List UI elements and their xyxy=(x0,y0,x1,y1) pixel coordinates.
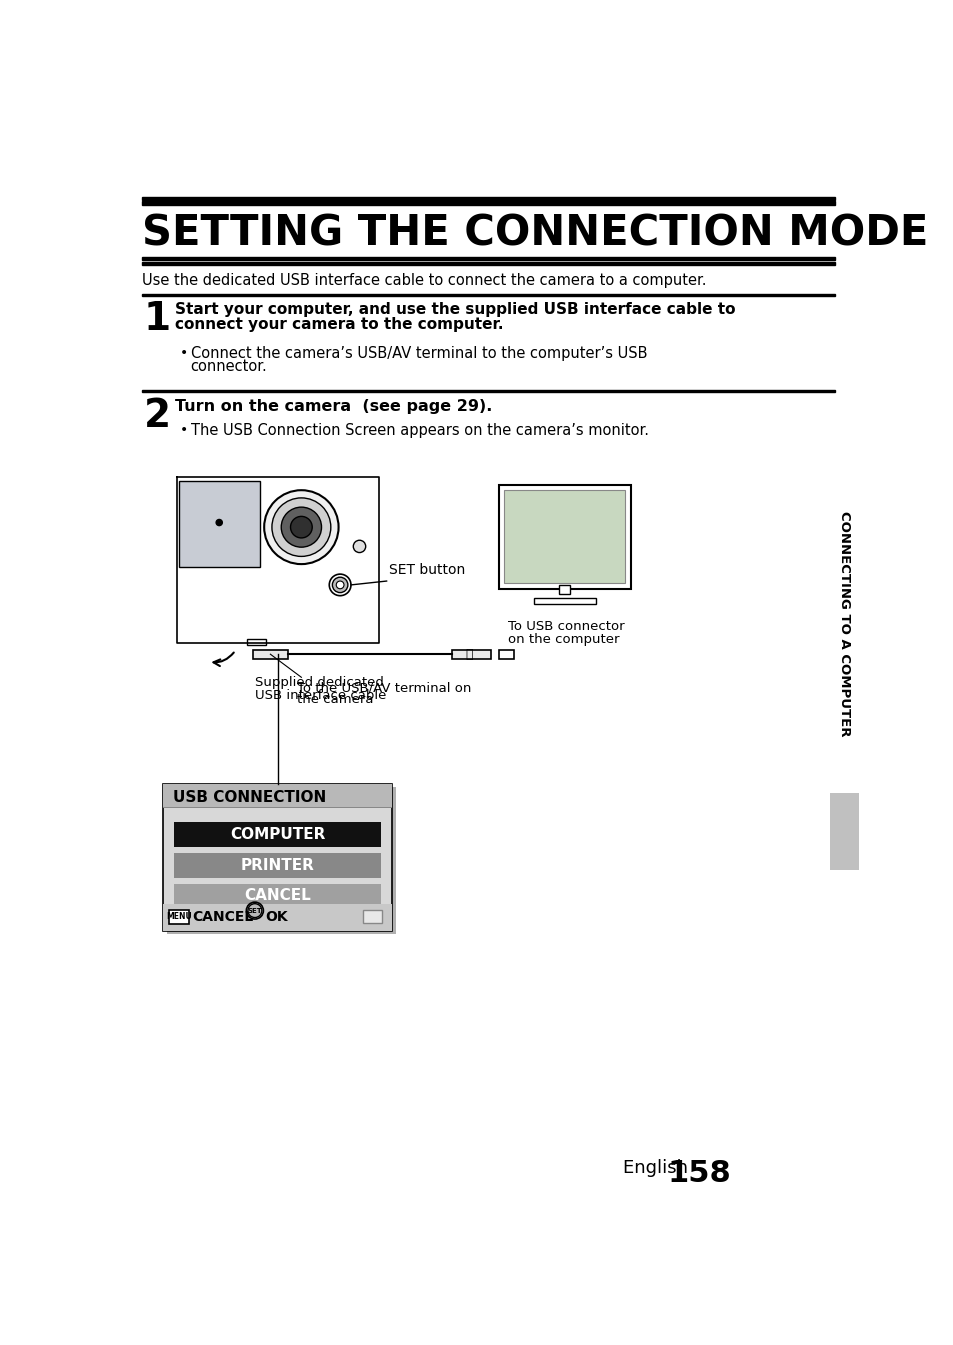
FancyBboxPatch shape xyxy=(498,484,630,589)
Circle shape xyxy=(272,498,331,557)
Text: ␄: ␄ xyxy=(465,648,473,660)
Text: MENU: MENU xyxy=(166,912,192,921)
Circle shape xyxy=(248,904,261,917)
Bar xyxy=(169,909,189,924)
Bar xyxy=(142,196,835,200)
Bar xyxy=(253,650,288,659)
Text: To the USB/AV terminal on: To the USB/AV terminal on xyxy=(297,681,472,694)
Circle shape xyxy=(246,902,263,919)
Text: SETTING THE CONNECTION MODE: SETTING THE CONNECTION MODE xyxy=(142,213,928,256)
Bar xyxy=(452,650,491,659)
FancyArrowPatch shape xyxy=(213,652,233,666)
Text: 158: 158 xyxy=(667,1158,731,1188)
Text: the camera: the camera xyxy=(297,693,374,706)
Bar xyxy=(142,202,835,204)
Text: CANCEL: CANCEL xyxy=(192,909,253,924)
Text: •: • xyxy=(179,346,188,360)
Text: Start your computer, and use the supplied USB interface cable to: Start your computer, and use the supplie… xyxy=(174,301,735,316)
Bar xyxy=(498,650,514,659)
Bar xyxy=(163,784,392,808)
Text: OK: OK xyxy=(265,909,287,924)
Bar xyxy=(142,390,835,393)
Polygon shape xyxy=(177,477,378,643)
Circle shape xyxy=(291,516,312,538)
Text: on the computer: on the computer xyxy=(508,632,619,646)
Bar xyxy=(167,787,395,935)
Bar xyxy=(142,261,835,265)
Bar xyxy=(142,293,835,296)
Text: SET button: SET button xyxy=(389,564,465,577)
Text: The USB Connection Screen appears on the camera’s monitor.: The USB Connection Screen appears on the… xyxy=(191,424,648,438)
Text: PRINTER: PRINTER xyxy=(240,858,314,873)
Text: Connect the camera’s USB/AV terminal to the computer’s USB: Connect the camera’s USB/AV terminal to … xyxy=(191,346,646,362)
Circle shape xyxy=(332,577,348,593)
Text: 2: 2 xyxy=(144,397,171,434)
Circle shape xyxy=(264,490,338,564)
Text: COMPUTER: COMPUTER xyxy=(230,827,325,842)
Text: 1: 1 xyxy=(144,300,171,338)
Bar xyxy=(829,792,859,870)
Text: CANCEL: CANCEL xyxy=(244,889,311,904)
Bar xyxy=(247,639,266,646)
Text: Use the dedicated USB interface cable to connect the camera to a computer.: Use the dedicated USB interface cable to… xyxy=(142,273,706,288)
Bar xyxy=(174,853,381,877)
Text: connector.: connector. xyxy=(191,359,267,374)
Text: To USB connector: To USB connector xyxy=(508,620,624,632)
Text: SET: SET xyxy=(247,908,262,913)
Text: •: • xyxy=(179,424,188,437)
Bar xyxy=(163,784,392,931)
Circle shape xyxy=(335,581,344,589)
Bar xyxy=(362,909,381,923)
Text: Supplied dedicated: Supplied dedicated xyxy=(254,675,383,689)
Text: connect your camera to the computer.: connect your camera to the computer. xyxy=(174,317,503,332)
Circle shape xyxy=(281,507,321,547)
Bar xyxy=(534,599,596,604)
Circle shape xyxy=(329,574,351,596)
Circle shape xyxy=(353,541,365,553)
Bar xyxy=(558,585,570,594)
Bar xyxy=(174,884,381,908)
Text: English: English xyxy=(622,1158,693,1177)
Bar xyxy=(504,490,624,582)
Bar xyxy=(163,904,392,931)
Text: USB interface cable: USB interface cable xyxy=(254,689,386,702)
Bar xyxy=(179,482,260,568)
Bar xyxy=(174,822,381,847)
Circle shape xyxy=(216,519,222,526)
Text: CONNECTING TO A COMPUTER: CONNECTING TO A COMPUTER xyxy=(838,511,850,736)
Bar xyxy=(142,257,835,260)
Text: Turn on the camera  (see page 29).: Turn on the camera (see page 29). xyxy=(174,398,492,413)
Text: USB CONNECTION: USB CONNECTION xyxy=(172,790,326,804)
